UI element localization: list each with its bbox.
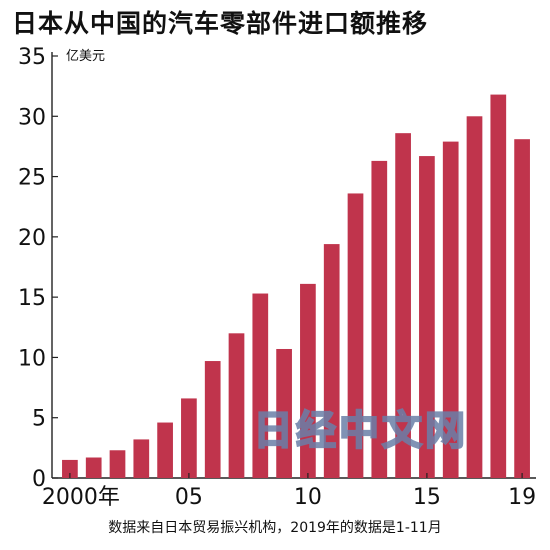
bar-2003: [133, 439, 150, 478]
y-axis-ticks: 0 5 10 15 20 25 30 35: [18, 45, 58, 492]
x-tick-label: 19: [508, 485, 536, 510]
watermark-logo: 日经中文网: [252, 407, 468, 455]
x-tick-label: 10: [294, 485, 322, 510]
bar-2013: [371, 160, 388, 478]
bar-2001: [85, 457, 102, 478]
bars: [62, 94, 530, 479]
y-tick-label: 25: [18, 166, 46, 191]
y-tick-label: 10: [18, 346, 46, 371]
bar-2012: [347, 193, 364, 479]
bar-2002: [109, 450, 126, 478]
x-tick-label: 05: [175, 485, 203, 510]
y-tick-label: 30: [18, 105, 46, 130]
bar-2011: [323, 244, 340, 478]
bar-2004: [157, 422, 173, 478]
chart-title: 日本从中国的汽车零部件进口额推移: [12, 9, 429, 38]
y-tick-label: 15: [18, 286, 46, 311]
bar-2015: [419, 156, 435, 478]
y-axis-label: 亿美元: [66, 49, 105, 64]
bar-2006: [204, 361, 221, 478]
bar-2017: [466, 116, 483, 479]
x-tick-label: 2000年: [42, 485, 120, 510]
y-tick-label: 35: [18, 45, 46, 70]
bar-2007: [228, 333, 245, 478]
y-tick-label: 0: [32, 467, 46, 492]
bar-2016: [442, 141, 459, 478]
bar-2000: [62, 459, 78, 478]
y-tick-label: 20: [18, 226, 46, 251]
source-note: 数据来自日本贸易振兴机构，2019年的数据是1-11月: [108, 520, 442, 536]
bar-2008: [252, 293, 269, 478]
x-axis-ticks: 2000年 05 10 15 19: [42, 473, 536, 510]
bar-2005: [181, 398, 197, 478]
bar-2010: [300, 283, 316, 478]
y-tick-label: 5: [32, 407, 46, 432]
bar-2019: [514, 139, 530, 479]
x-tick-label: 15: [413, 485, 441, 510]
bar-2018: [490, 94, 507, 478]
bar-2014: [395, 133, 411, 478]
bar-2009: [276, 348, 292, 478]
